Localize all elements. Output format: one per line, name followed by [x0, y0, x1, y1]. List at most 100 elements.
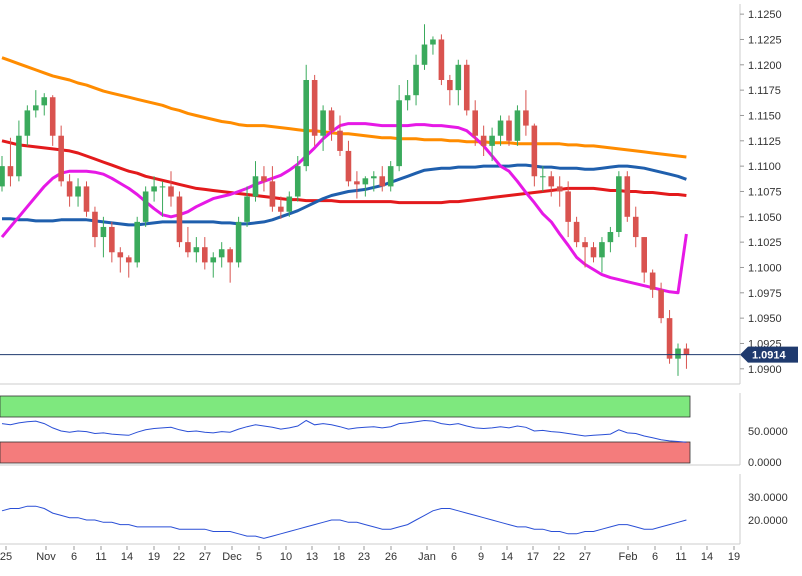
candlestick — [125, 255, 132, 278]
candlestick — [278, 196, 284, 219]
candlestick — [218, 242, 225, 268]
candle-body — [413, 64, 419, 96]
candlestick — [649, 269, 656, 298]
candlestick — [252, 161, 259, 202]
price-tick-label: 1.0975 — [748, 288, 782, 300]
oscillator-line — [1, 419, 687, 443]
candle-body — [455, 64, 462, 91]
candlestick — [523, 90, 529, 136]
indicator-tick-label: 20.0000 — [748, 515, 788, 527]
x-tick-label: 19 — [148, 551, 160, 563]
candlestick — [506, 115, 512, 146]
x-tick-label: 26 — [385, 551, 397, 563]
candlestick — [556, 176, 563, 207]
candle-body — [134, 221, 140, 263]
candlestick — [7, 137, 14, 187]
candlestick — [134, 216, 140, 268]
candle-body — [227, 249, 233, 263]
oscillator-tick-label: 0.0000 — [748, 457, 782, 469]
candlestick — [362, 176, 369, 197]
candle-body — [278, 206, 284, 212]
candlestick — [75, 178, 81, 207]
candlestick — [83, 181, 90, 217]
candle-body — [117, 252, 124, 258]
candlestick — [33, 90, 39, 118]
candlestick — [447, 74, 453, 106]
candlestick — [379, 166, 386, 192]
candlestick — [472, 100, 478, 146]
candle-body — [218, 249, 225, 258]
candle-body — [159, 186, 166, 188]
candle-body — [176, 196, 183, 243]
candle-body — [125, 257, 132, 263]
candlestick — [531, 123, 538, 187]
candlestick — [404, 80, 411, 111]
candlestick — [430, 36, 436, 55]
candle-body — [362, 178, 369, 185]
price-tick-label: 1.0900 — [748, 364, 782, 376]
moving-average-line — [1, 139, 687, 205]
candle-body — [49, 97, 56, 136]
candle-body — [599, 242, 605, 258]
candlestick — [641, 237, 647, 283]
candlestick — [658, 282, 664, 324]
candle-body — [311, 80, 318, 136]
candle-body — [632, 216, 639, 238]
x-tick-label: 14 — [121, 551, 133, 563]
candlestick — [616, 171, 622, 238]
x-tick-label: 18 — [333, 551, 345, 563]
candlestick — [328, 107, 335, 141]
candlestick — [235, 216, 242, 268]
candlestick — [41, 93, 48, 116]
candle-body — [92, 211, 98, 238]
candlestick — [210, 252, 217, 278]
candle-body — [252, 176, 259, 197]
candle-body — [675, 348, 681, 359]
candlestick — [565, 181, 571, 238]
x-tick-label: 9 — [478, 551, 484, 563]
candle-body — [0, 166, 5, 187]
price-tick-label: 1.1000 — [748, 262, 782, 274]
candle-body — [261, 176, 267, 182]
candle-body — [683, 348, 690, 355]
candle-body — [109, 226, 115, 253]
x-tick-label: 27 — [199, 551, 211, 563]
price-tick-label: 1.1225 — [748, 34, 782, 46]
x-tick-label: 23 — [358, 551, 370, 563]
x-tick-label: 14 — [701, 551, 713, 563]
candlestick — [151, 176, 157, 202]
candlestick — [159, 181, 166, 217]
candle-body — [235, 221, 242, 263]
candle-body — [523, 110, 529, 126]
oscillator-panel: 50.0000 0.0000 — [0, 393, 788, 469]
x-tick-label: 13 — [306, 551, 318, 563]
candle-body — [497, 120, 504, 136]
candle-body — [210, 257, 217, 263]
price-tick-label: 1.1125 — [748, 136, 781, 148]
candle-body — [514, 110, 521, 141]
x-tick-label: 6 — [71, 551, 77, 563]
x-tick-label: Dec — [222, 551, 242, 563]
price-tick-label: 1.1175 — [748, 85, 781, 97]
price-tick-label: 1.1075 — [748, 186, 782, 198]
candle-body — [658, 289, 664, 319]
candle-body — [447, 80, 453, 91]
x-tick-label: 14 — [501, 551, 513, 563]
candlestick — [176, 191, 183, 248]
candle-body — [83, 186, 90, 212]
candle-body — [616, 176, 622, 232]
overbought-zone — [0, 395, 691, 418]
candle-body — [531, 125, 538, 177]
candle-body — [565, 191, 571, 222]
x-tick-label: 5 — [256, 551, 262, 563]
x-tick-label: 10 — [280, 551, 292, 563]
x-tick-label: Jan — [418, 551, 436, 563]
candle-body — [649, 272, 656, 290]
candlestick — [480, 125, 487, 156]
candle-body — [33, 105, 39, 111]
x-tick-label: 11 — [95, 551, 106, 563]
candlestick — [109, 221, 115, 263]
candlestick — [371, 171, 377, 192]
candle-body — [379, 176, 386, 187]
